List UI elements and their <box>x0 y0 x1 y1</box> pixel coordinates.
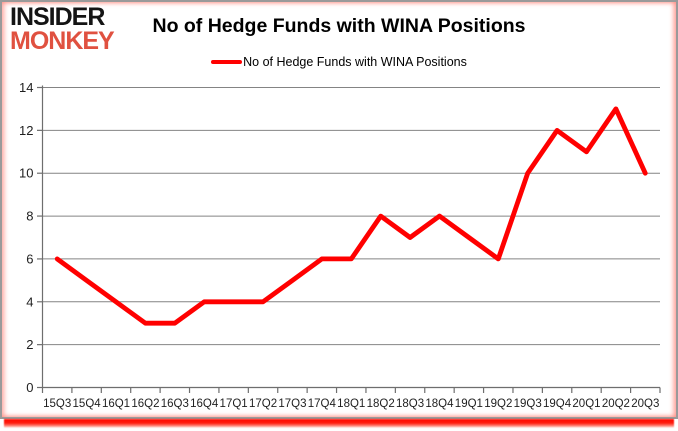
x-tick-label: 15Q3 <box>43 398 71 410</box>
x-tick-label: 16Q4 <box>190 398 219 410</box>
series-line <box>54 106 648 326</box>
x-tick-label: 20Q2 <box>602 398 630 410</box>
x-tick-label: 18Q1 <box>337 398 365 410</box>
y-tick-label: 0 <box>26 380 33 395</box>
insider-monkey-logo: INSIDER MONKEY <box>10 3 115 55</box>
x-tick-label: 16Q2 <box>131 398 159 410</box>
x-tick-label: 20Q3 <box>631 398 659 410</box>
x-tick-label: 16Q3 <box>161 398 189 410</box>
x-tick-label: 16Q1 <box>102 398 130 410</box>
logo-monkey-text: MONKEY <box>10 26 115 55</box>
x-tick-label: 17Q4 <box>308 398 337 410</box>
bottom-red-shadow <box>4 419 674 428</box>
y-tick-label: 10 <box>19 166 33 181</box>
x-tick-label: 18Q2 <box>367 398 395 410</box>
x-tick-label: 19Q3 <box>514 398 542 410</box>
x-tick-label: 20Q1 <box>572 398 600 410</box>
y-tick-label: 12 <box>19 123 33 138</box>
logo-insider-text: INSIDER <box>10 3 105 31</box>
y-tick-label: 8 <box>26 209 33 224</box>
x-tick-label: 17Q1 <box>220 398 248 410</box>
legend-label: No of Hedge Funds with WINA Positions <box>243 55 467 69</box>
x-tick-label: 19Q4 <box>543 398 572 410</box>
legend-line-swatch <box>211 59 243 65</box>
x-tick-label: 17Q3 <box>278 398 306 410</box>
y-tick-label: 2 <box>26 337 33 352</box>
x-tick-label: 17Q2 <box>249 398 277 410</box>
chart-title: No of Hedge Funds with WINA Positions <box>152 15 526 37</box>
chart-frame <box>0 0 678 419</box>
y-tick-label: 4 <box>26 294 33 309</box>
x-tick-label: 19Q2 <box>484 398 512 410</box>
x-tick-label: 18Q4 <box>425 398 454 410</box>
x-tick-label: 15Q4 <box>73 398 102 410</box>
y-tick-label: 14 <box>19 80 33 95</box>
y-tick-label: 6 <box>26 251 33 266</box>
x-tick-label: 19Q1 <box>455 398 483 410</box>
x-tick-label: 18Q3 <box>396 398 424 410</box>
legend: No of Hedge Funds with WINA Positions <box>0 55 678 69</box>
